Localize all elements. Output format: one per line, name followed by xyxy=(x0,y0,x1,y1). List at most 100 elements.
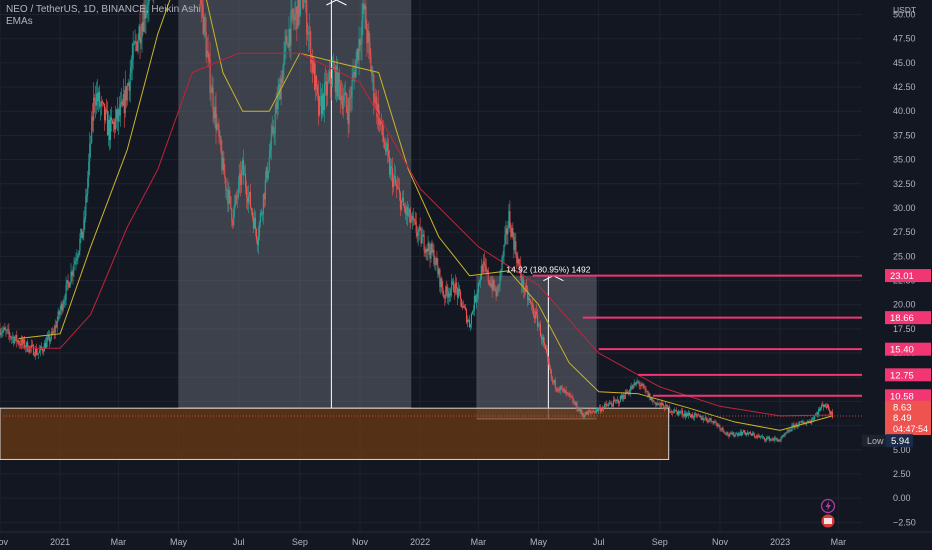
candle-body xyxy=(611,405,614,407)
candle-body xyxy=(782,434,784,438)
candle-body xyxy=(370,53,372,72)
candle-body xyxy=(729,432,731,437)
candle-body xyxy=(771,438,773,440)
candle-body xyxy=(382,120,384,136)
candle-body xyxy=(462,305,465,308)
candle-body xyxy=(218,124,220,137)
support-zone xyxy=(0,407,670,460)
candle-body xyxy=(808,421,810,423)
candle-body xyxy=(34,348,37,356)
candle-body xyxy=(603,406,605,410)
candle-body xyxy=(298,0,300,18)
candle-body xyxy=(384,141,386,148)
candle-body xyxy=(418,226,420,232)
candle-body xyxy=(368,30,370,42)
candle-body xyxy=(367,30,369,44)
candle-body xyxy=(122,94,124,106)
candle-body xyxy=(262,193,264,214)
candle-body xyxy=(761,436,763,438)
candle-body xyxy=(110,117,112,121)
candle-body xyxy=(442,287,444,295)
candle-body xyxy=(4,327,6,330)
symbol-title[interactable]: NEO / TetherUS, 1D, BINANCE, Heikin Ashi xyxy=(6,4,201,15)
candle-body xyxy=(42,350,44,352)
candle-body xyxy=(602,408,604,410)
candle-body xyxy=(462,307,464,308)
candle-body xyxy=(0,328,1,335)
candle-body xyxy=(256,239,258,246)
candle-body xyxy=(801,421,803,423)
candle-body xyxy=(433,249,435,265)
candle-body xyxy=(569,393,571,397)
candle-body xyxy=(711,421,713,423)
candle-body xyxy=(49,338,51,342)
candle-body xyxy=(415,221,417,233)
candle-body xyxy=(385,147,387,152)
candle-body xyxy=(593,411,595,412)
candle-body xyxy=(730,432,732,434)
candle-body xyxy=(268,156,270,171)
candle-body xyxy=(476,292,478,298)
candle-body xyxy=(431,243,433,253)
candle-body xyxy=(684,413,687,417)
candle-body xyxy=(226,190,228,191)
candle-body xyxy=(103,103,106,121)
candle-body xyxy=(133,43,135,45)
candle-body xyxy=(516,254,518,264)
candle-body xyxy=(302,0,304,8)
candle-body xyxy=(66,280,68,285)
candle-body xyxy=(510,227,512,237)
candle-body xyxy=(457,288,459,298)
candle-body xyxy=(681,410,684,416)
candle-body xyxy=(23,339,25,344)
indicator-label[interactable]: EMAs xyxy=(6,16,33,27)
candle-body xyxy=(278,84,280,92)
candle-body xyxy=(701,417,703,420)
candle-body xyxy=(654,402,656,403)
candle-body xyxy=(383,135,385,142)
candle-body xyxy=(570,396,572,398)
x-tick-label: Sep xyxy=(652,537,668,547)
candle-body xyxy=(200,0,202,3)
candle-body xyxy=(586,411,588,415)
candle-body xyxy=(54,325,56,333)
candle-body xyxy=(288,28,290,48)
candle-body xyxy=(408,209,410,214)
candle-body xyxy=(271,126,273,134)
candle-body xyxy=(437,265,439,275)
low-value: 5.94 xyxy=(891,436,910,447)
candle-body xyxy=(819,409,821,411)
candle-body xyxy=(544,345,546,350)
candle-body xyxy=(215,106,217,130)
candle-body xyxy=(20,343,22,346)
candle-body xyxy=(94,97,96,101)
candle-body xyxy=(592,411,594,413)
candle-body xyxy=(388,150,390,157)
candle-body xyxy=(339,83,341,101)
candle-body xyxy=(514,241,516,251)
candle-body xyxy=(30,346,32,348)
candle-body xyxy=(636,381,638,383)
candle-body xyxy=(752,433,755,435)
candle-body xyxy=(522,279,524,286)
candle-body xyxy=(505,228,507,235)
candle-body xyxy=(534,315,536,319)
candle-body xyxy=(46,337,48,341)
candle-body xyxy=(450,290,452,296)
candle-body xyxy=(660,402,662,406)
candle-body xyxy=(708,419,710,422)
level-tag: 12.75 xyxy=(885,368,931,382)
candle-body xyxy=(240,173,242,185)
candle-body xyxy=(274,113,276,134)
candle-body xyxy=(504,234,506,245)
candle-body xyxy=(290,11,292,46)
candle-body xyxy=(111,120,113,124)
candle-body xyxy=(407,213,409,216)
candle-body xyxy=(47,335,49,338)
candle-body xyxy=(770,438,772,440)
candle-body xyxy=(659,402,661,404)
candle-body xyxy=(332,67,334,70)
candle-body xyxy=(295,6,297,14)
